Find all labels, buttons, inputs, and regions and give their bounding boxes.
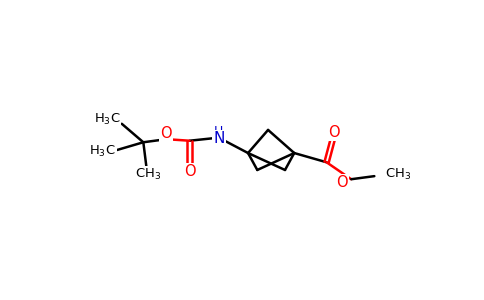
Text: N: N — [213, 131, 225, 146]
Text: O: O — [184, 164, 196, 179]
Text: H$_3$C: H$_3$C — [93, 112, 120, 127]
Text: O: O — [336, 175, 348, 190]
Text: CH$_3$: CH$_3$ — [135, 167, 161, 182]
Text: O: O — [161, 126, 172, 141]
Text: O: O — [329, 125, 340, 140]
Text: CH$_3$: CH$_3$ — [385, 167, 411, 182]
Text: H$_3$C: H$_3$C — [89, 144, 116, 159]
Text: H: H — [214, 125, 224, 138]
